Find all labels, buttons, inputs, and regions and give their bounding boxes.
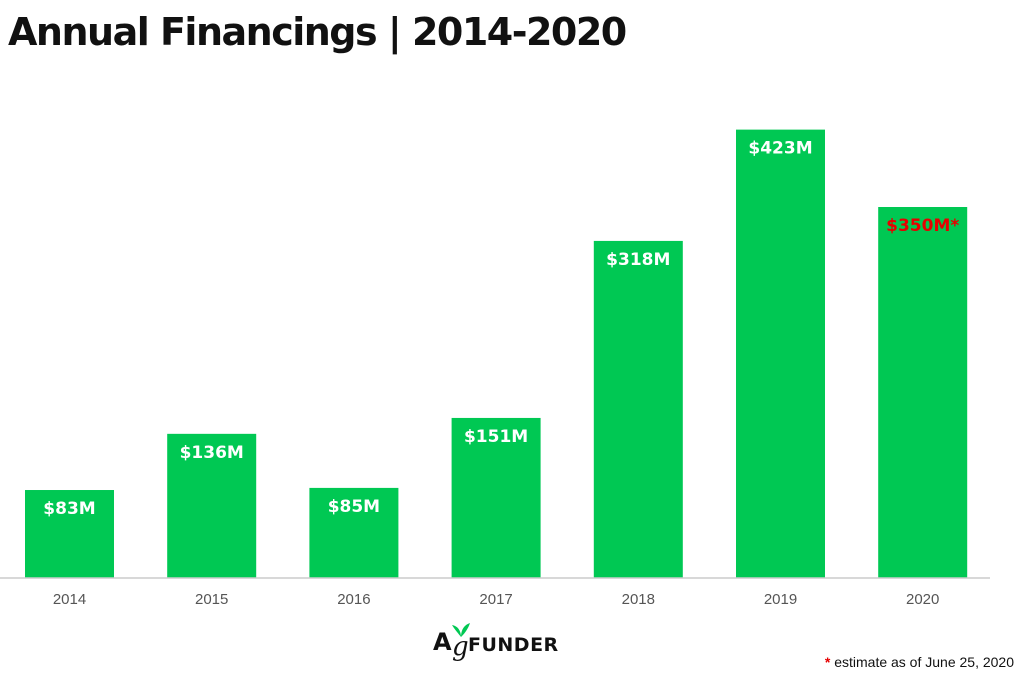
bar-2015 xyxy=(167,433,257,578)
data-label-2016: $85M xyxy=(328,497,380,517)
data-label-2020: $350M* xyxy=(886,216,959,236)
footnote-marker: * xyxy=(824,654,831,670)
bar-2019 xyxy=(736,129,825,578)
x-tick-2019: 2019 xyxy=(764,591,797,608)
chart-title: Annual Financings | 2014-2020 xyxy=(8,10,627,54)
logo-letter-g: g xyxy=(452,632,469,662)
x-tick-2020: 2020 xyxy=(906,591,939,608)
leaf-icon xyxy=(452,623,470,637)
bar-2018 xyxy=(593,240,683,579)
bar-2014 xyxy=(25,490,114,578)
agfunder-logo: A g FUNDER xyxy=(433,622,558,662)
footnote: * estimate as of June 25, 2020 xyxy=(825,654,1014,670)
x-tick-labels-group: 2014 2015 2016 2017 2018 2019 2020 xyxy=(53,591,940,608)
data-label-2014: $83M xyxy=(43,499,95,519)
bar-2017 xyxy=(451,417,541,578)
footnote-text: estimate as of June 25, 2020 xyxy=(834,654,1014,670)
bar-chart: $83M$136M$85M$151M$318M$423M$350M* 2014 2… xyxy=(0,129,990,608)
bars-group xyxy=(25,129,968,579)
bar-2020 xyxy=(878,207,968,578)
x-tick-2017: 2017 xyxy=(479,591,512,608)
data-labels-group: $83M $136M $85M $151M $318M $423M $350M* xyxy=(43,139,959,519)
data-label-2017: $151M xyxy=(464,427,528,447)
data-label-2019: $423M xyxy=(748,139,812,159)
x-tick-2016: 2016 xyxy=(337,591,370,608)
x-tick-2014: 2014 xyxy=(53,591,86,608)
data-label-2018: $318M xyxy=(606,250,670,270)
x-tick-2018: 2018 xyxy=(622,591,655,608)
data-label-2015: $136M xyxy=(180,443,244,463)
logo-wordmark: FUNDER xyxy=(468,634,559,656)
logo-letter-a: A xyxy=(433,628,452,656)
x-tick-2015: 2015 xyxy=(195,591,228,608)
bar-2016 xyxy=(309,487,399,578)
